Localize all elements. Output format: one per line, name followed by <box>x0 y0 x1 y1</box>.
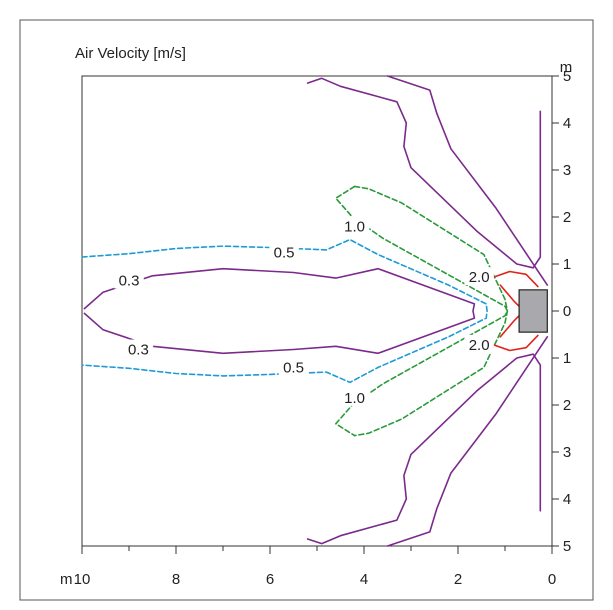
contour-label-bg <box>114 270 144 289</box>
contour-2.0-line-2 <box>492 270 539 288</box>
y-tick-label: 3 <box>563 162 571 179</box>
contour-0.3-line-1 <box>83 267 476 355</box>
x-tick-label: 0 <box>548 571 556 588</box>
y-tick-label: 4 <box>563 491 571 508</box>
contour-label-0.5: 0.5 <box>283 359 304 376</box>
y-tick-label: 2 <box>563 209 571 226</box>
contour-0.3-line-4 <box>386 75 549 286</box>
contour-label-1.0: 1.0 <box>344 218 365 235</box>
chart-title: Air Velocity [m/s] <box>75 45 186 62</box>
y-tick-label: 0 <box>563 303 571 320</box>
contour-label-bg <box>464 267 494 286</box>
x-tick-label: 6 <box>266 571 274 588</box>
contour-layer <box>81 75 549 547</box>
contour-label-2.0: 2.0 <box>469 269 490 286</box>
contour-0.5-line-1 <box>81 238 488 384</box>
contour-label-2.0: 2.0 <box>469 337 490 354</box>
contour-label-0.3: 0.3 <box>128 342 149 359</box>
y-tick-label: 1 <box>563 350 571 367</box>
contour-0.3-line-2 <box>306 77 542 269</box>
contour-1.0-line-1 <box>353 185 509 437</box>
contour-label-bg <box>464 334 494 353</box>
y-tick-label: 3 <box>563 444 571 461</box>
x-tick-label: 8 <box>172 571 180 588</box>
contour-label-1.0: 1.0 <box>344 390 365 407</box>
x-tick-label: 2 <box>454 571 462 588</box>
y-axis-unit: m <box>560 59 573 76</box>
contour-label-bg <box>123 339 154 358</box>
figure-frame <box>19 19 594 601</box>
contour-1.0-line-2 <box>335 185 509 437</box>
contour-0.3-line-5 <box>386 336 549 547</box>
y-tick-label: 4 <box>563 115 571 132</box>
air-source-box <box>518 289 548 333</box>
contour-label-layer: 0.3 0.3 0.5 0.5 1.0 1.0 2.0 2.0 <box>114 216 494 407</box>
x-tick-label: 10 <box>74 571 91 588</box>
x-tick-label: 4 <box>360 571 368 588</box>
contour-label-bg <box>278 357 309 376</box>
plot-area <box>81 75 553 547</box>
y-tick-label: 2 <box>563 397 571 414</box>
contour-label-0.3: 0.3 <box>119 272 140 289</box>
contour-label-0.5: 0.5 <box>274 244 295 261</box>
y-tick-label: 1 <box>563 256 571 273</box>
contour-0.3-line-3 <box>306 353 542 545</box>
y-tick-label: 5 <box>563 538 571 555</box>
contour-label-bg <box>339 387 370 406</box>
contour-2.0-line-3 <box>492 334 539 352</box>
contour-label-bg <box>269 242 299 261</box>
y-tick-label: 5 <box>563 68 571 85</box>
x-axis-unit: m <box>60 571 73 588</box>
contour-label-bg <box>339 216 370 235</box>
